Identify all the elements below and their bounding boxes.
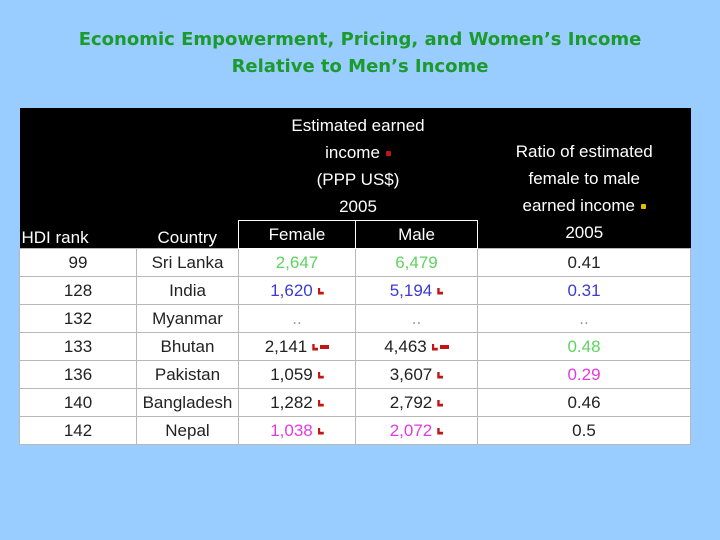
income-table: HDI rank Country Estimated earned income… [19, 108, 691, 445]
cell-ratio: .. [477, 304, 691, 333]
header-female: Female [238, 220, 356, 249]
cell-rank: 132 [19, 304, 137, 333]
table-row: 132 Myanmar .. .. .. [19, 304, 691, 333]
note-marker-icon [437, 399, 444, 407]
cell-rank: 99 [19, 248, 137, 277]
cell-male: .. [355, 304, 478, 333]
cell-rank: 128 [19, 276, 137, 305]
cell-ratio: 0.31 [477, 276, 691, 305]
cell-male: 6,479 [355, 248, 478, 277]
header-ratio-line3: earned income [522, 196, 635, 215]
cell-rank: 142 [19, 416, 137, 445]
cell-female: .. [238, 304, 356, 333]
cell-male: 2,792 [355, 388, 478, 417]
header-income-line4: 2005 [339, 197, 377, 216]
header-income-line1: Estimated earned [291, 116, 425, 135]
cell-male: 3,607 [355, 360, 478, 389]
header-income-line3: (PPP US$) [316, 170, 400, 189]
note-marker-icon [437, 287, 444, 295]
slide-title: Economic Empowerment, Pricing, and Women… [0, 26, 720, 80]
note-marker-icon [437, 427, 444, 435]
header-country: Country [136, 108, 239, 249]
cell-ratio: 0.48 [477, 332, 691, 361]
cell-country: Pakistan [136, 360, 239, 389]
cell-rank: 136 [19, 360, 137, 389]
note-marker-icon [437, 371, 444, 379]
table-row: 140 Bangladesh 1,282 2,792 0.46 [19, 388, 691, 417]
cell-ratio: 0.5 [477, 416, 691, 445]
header-ratio-line1: Ratio of estimated [515, 142, 653, 161]
cell-country: Sri Lanka [136, 248, 239, 277]
note-marker-icon [317, 371, 324, 379]
cell-female: 2,647 [238, 248, 356, 277]
note-marker-icon [431, 343, 438, 351]
header-ratio-line2: female to male [528, 169, 641, 188]
cell-rank: 133 [19, 332, 137, 361]
slide-title-line1: Economic Empowerment, Pricing, and Women… [78, 29, 642, 50]
cell-country: India [136, 276, 239, 305]
cell-rank: 140 [19, 388, 137, 417]
cell-female: 2,141 [238, 332, 356, 361]
note-marker-icon [385, 151, 391, 157]
cell-country: Myanmar [136, 304, 239, 333]
cell-female: 1,038 [238, 416, 356, 445]
table-row: 99 Sri Lanka 2,647 6,479 0.41 [19, 248, 691, 277]
cell-country: Nepal [136, 416, 239, 445]
table-row: 128 India 1,620 5,194 0.31 [19, 276, 691, 305]
cell-ratio: 0.29 [477, 360, 691, 389]
cell-country: Bhutan [136, 332, 239, 361]
note-marker-icon [640, 204, 646, 210]
header-male: Male [355, 220, 478, 249]
header-hdi-rank: HDI rank [19, 108, 137, 249]
slide-title-line2: Relative to Men’s Income [231, 56, 489, 77]
income-table-container: HDI rank Country Estimated earned income… [19, 108, 691, 445]
cell-country: Bangladesh [136, 388, 239, 417]
note-marker-icon [317, 287, 324, 295]
cell-ratio: 0.46 [477, 388, 691, 417]
cell-male: 5,194 [355, 276, 478, 305]
note-marker-icon [317, 399, 324, 407]
header-income-group: Estimated earned income (PPP US$) 2005 [238, 108, 478, 221]
cell-male: 4,463 [355, 332, 478, 361]
cell-female: 1,620 [238, 276, 356, 305]
cell-female: 1,059 [238, 360, 356, 389]
cell-male: 2,072 [355, 416, 478, 445]
table-row: 136 Pakistan 1,059 3,607 0.29 [19, 360, 691, 389]
header-ratio: Ratio of estimated female to male earned… [477, 108, 691, 249]
header-income-line2: income [325, 143, 380, 162]
cell-female: 1,282 [238, 388, 356, 417]
table-row: 142 Nepal 1,038 2,072 0.5 [19, 416, 691, 445]
header-ratio-line4: 2005 [565, 223, 604, 242]
table-row: 133 Bhutan 2,141 4,463 0.48 [19, 332, 691, 361]
note-marker-icon [312, 343, 319, 351]
note-marker-icon [317, 427, 324, 435]
cell-ratio: 0.41 [477, 248, 691, 277]
note-marker-icon [439, 345, 449, 350]
note-marker-icon [320, 345, 330, 350]
